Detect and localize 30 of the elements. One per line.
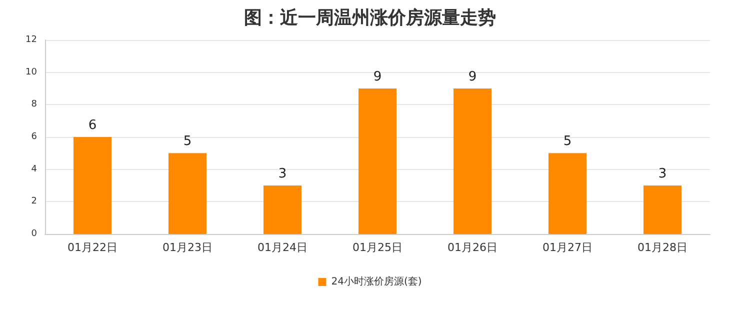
x-tick-label: 01月27日: [542, 241, 592, 254]
data-label: 3: [658, 166, 667, 182]
x-tick-label: 01月26日: [448, 241, 498, 254]
bar: [168, 153, 206, 234]
y-tick-label: 10: [26, 67, 38, 78]
y-tick-label: 6: [31, 132, 38, 142]
data-label: 9: [373, 70, 382, 84]
bar: [644, 186, 682, 234]
x-tick-label: 01月22日: [68, 241, 118, 254]
bar: [548, 153, 586, 234]
chart-title: 图：近一周温州涨价房源量走势: [244, 8, 496, 28]
x-tick-label: 01月23日: [162, 241, 212, 254]
data-label: 6: [88, 118, 97, 133]
bar: [74, 137, 112, 234]
x-tick-label: 01月25日: [352, 241, 402, 254]
bar: [454, 88, 492, 234]
x-tick-label: 01月28日: [638, 241, 688, 254]
y-tick-label: 8: [31, 100, 38, 110]
data-label: 5: [183, 134, 192, 150]
y-tick-label: 2: [31, 196, 37, 207]
data-label: 3: [278, 166, 287, 182]
x-tick-label: 01月24日: [258, 241, 308, 254]
y-tick-label: 4: [31, 164, 38, 174]
bar: [264, 186, 302, 234]
data-label: 5: [563, 134, 572, 150]
y-tick-label: 12: [26, 35, 37, 45]
legend-label: 24小时涨价房源(套): [331, 276, 422, 288]
bar: [358, 88, 396, 234]
y-tick-label: 0: [31, 229, 38, 239]
data-label: 9: [468, 70, 477, 84]
